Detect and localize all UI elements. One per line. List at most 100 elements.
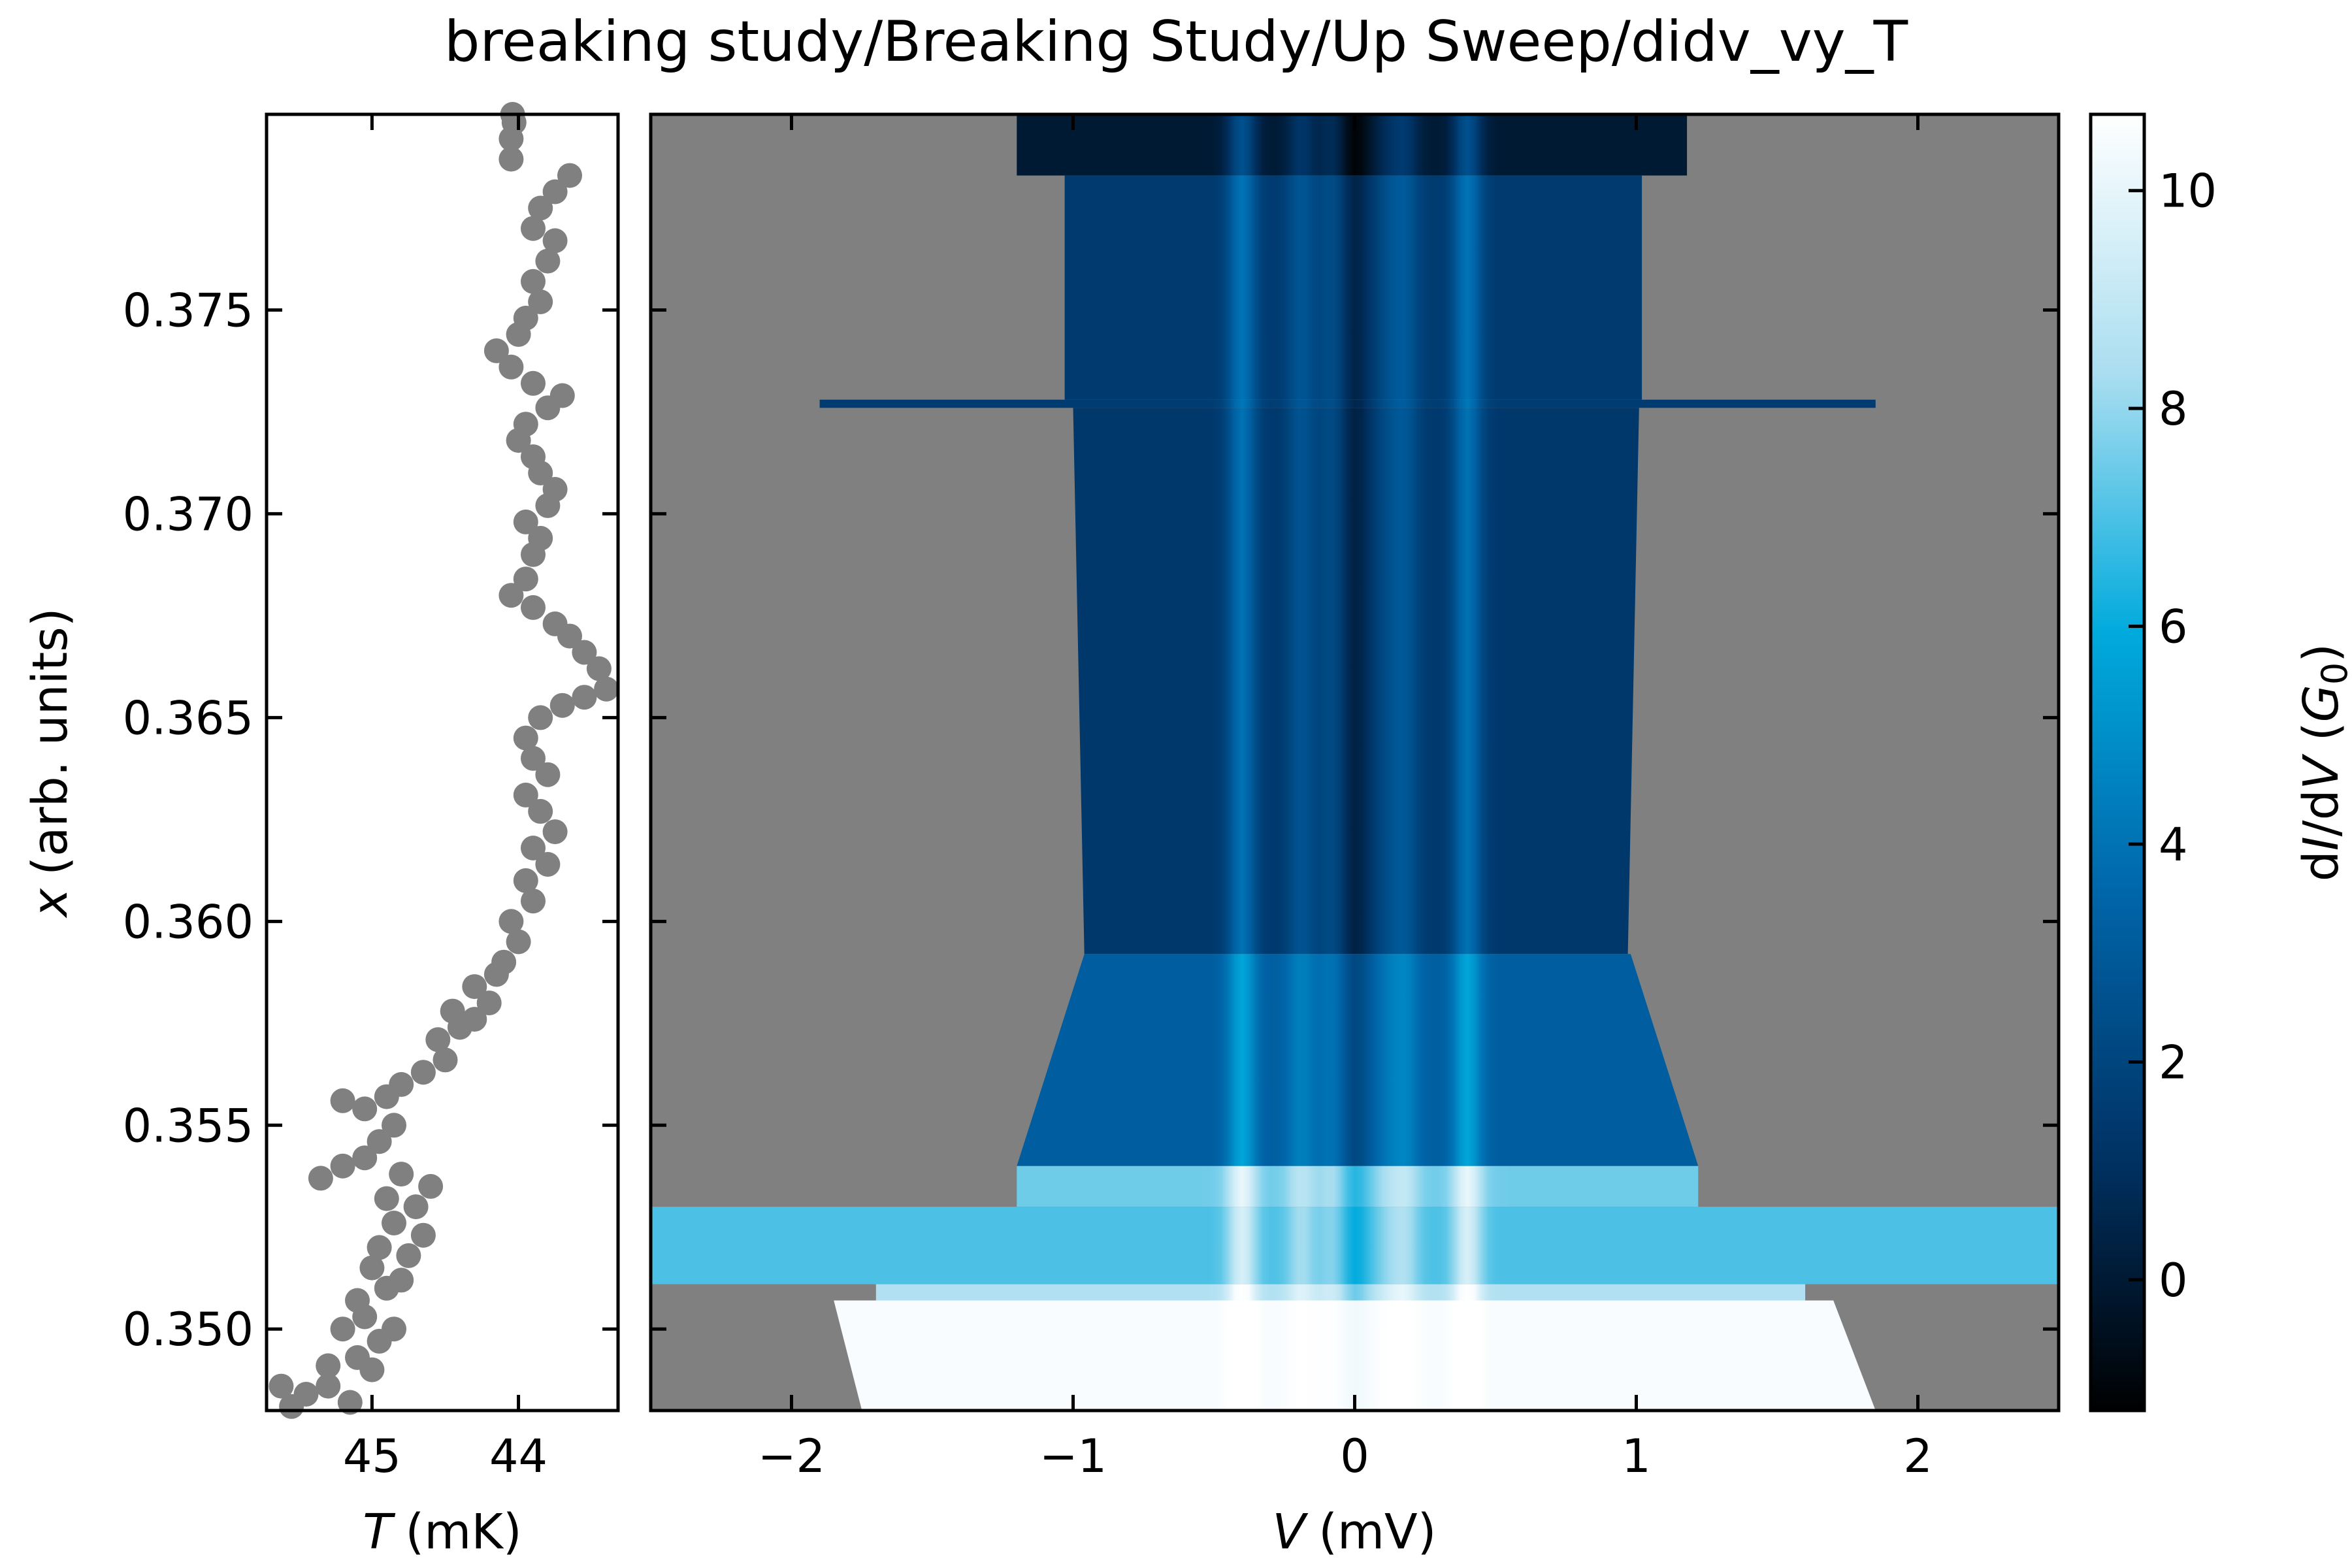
colorbar-ticks: 0 2 4 6 8 10 — [2129, 165, 2217, 1307]
temperature-point — [330, 1088, 355, 1113]
temperature-point — [367, 1129, 392, 1154]
temperature-point — [374, 1186, 399, 1211]
colorbar-gradient — [2091, 114, 2144, 1411]
temperature-panel: 45 44 0.350 0.355 0.360 0.365 0.370 0.375 T (mK… — [22, 102, 620, 1560]
temperature-point — [528, 195, 553, 221]
heatmap-bands — [651, 114, 2059, 1411]
colorbar-tick-label: 0 — [2159, 1254, 2188, 1307]
colorbar: 0 2 4 6 8 10 dI/dV (G0) — [2089, 112, 2352, 1413]
colorbar-tick-label: 10 — [2159, 165, 2217, 218]
temperature-point — [542, 477, 568, 502]
heatmap-band — [1017, 954, 1699, 1166]
temperature-point — [542, 179, 568, 204]
colorbar-tick-label: 8 — [2159, 382, 2188, 436]
temperature-point — [462, 1007, 487, 1032]
heatmap-x-tick-label: −2 — [758, 1429, 825, 1483]
heatmap-x-tick-label: 0 — [1340, 1429, 1369, 1483]
temperature-point — [549, 693, 575, 718]
left-x-tick-label: 44 — [489, 1429, 547, 1483]
temperature-point — [542, 611, 568, 636]
temperature-point — [528, 289, 553, 314]
temperature-point — [345, 1288, 370, 1313]
temperature-point — [367, 1235, 392, 1260]
heatmap-band — [1017, 1166, 1699, 1207]
temperature-point — [483, 338, 509, 363]
temperature-point — [528, 705, 553, 730]
left-x-axis-unit: (mK) — [405, 1504, 521, 1560]
y-tick-label: 0.360 — [123, 895, 253, 949]
page-title: breaking study/Breaking Study/Up Sweep/d… — [444, 9, 1908, 74]
temperature-point — [359, 1357, 385, 1382]
temperature-point — [337, 1390, 363, 1415]
temperature-point — [528, 525, 553, 551]
temperature-point — [535, 248, 561, 274]
temperature-point — [521, 889, 546, 914]
temperature-point — [491, 949, 517, 975]
temperature-point — [535, 762, 561, 787]
temperature-point — [521, 370, 546, 396]
heatmap-band — [1064, 175, 1642, 400]
heatmap-band — [819, 399, 1876, 408]
temperature-point — [557, 163, 582, 188]
temperature-point — [403, 1194, 429, 1220]
temperature-point — [521, 216, 546, 241]
left-x-ticks: 45 44 — [343, 114, 547, 1483]
temperature-point — [316, 1353, 341, 1379]
heatmap-band — [1017, 114, 1688, 176]
temperature-point — [513, 868, 538, 893]
temperature-point — [506, 929, 531, 955]
temperature-point — [476, 990, 502, 1016]
temperature-point — [521, 595, 546, 620]
temperature-point — [535, 852, 561, 877]
temperature-point — [521, 269, 546, 294]
temperature-point — [542, 819, 568, 845]
y-tick-label: 0.350 — [123, 1303, 253, 1356]
temperature-point — [528, 798, 553, 824]
temperature-point — [410, 1222, 436, 1248]
y-tick-label: 0.365 — [123, 691, 253, 745]
temperature-point — [498, 354, 524, 380]
temperature-point — [594, 676, 619, 702]
y-tick-label: 0.375 — [123, 284, 253, 337]
heatmap-band — [1073, 408, 1639, 955]
heatmap-band — [651, 1207, 2059, 1284]
heatmap-y-ticks — [651, 308, 2059, 1331]
temperature-point — [513, 412, 538, 437]
temperature-point — [269, 1373, 294, 1399]
temperature-point — [572, 640, 597, 665]
temperature-point — [352, 1096, 378, 1122]
temperature-point — [396, 1243, 421, 1268]
heatmap-x-tick-label: 1 — [1622, 1429, 1651, 1483]
colorbar-tick-label: 2 — [2159, 1036, 2188, 1089]
temperature-point — [542, 228, 568, 253]
left-y-ticks: 0.350 0.355 0.360 0.365 0.370 0.375 — [123, 284, 618, 1356]
temperature-point — [389, 1162, 414, 1187]
temperature-point — [410, 1060, 436, 1085]
temperature-point — [549, 383, 575, 408]
temperature-point — [308, 1166, 333, 1191]
temperature-point — [433, 1047, 458, 1073]
temperature-point — [572, 685, 597, 710]
temperature-point — [316, 1373, 341, 1399]
temperature-point — [586, 656, 612, 681]
temperature-point — [293, 1382, 319, 1407]
heatmap-band — [834, 1300, 1876, 1411]
temperature-point — [498, 909, 524, 934]
y-tick-label: 0.355 — [123, 1099, 253, 1152]
temperature-point — [382, 1211, 406, 1235]
temperature-point — [440, 998, 465, 1024]
colorbar-tick-label: 6 — [2159, 600, 2188, 654]
temperature-point — [498, 583, 524, 608]
temperature-point — [418, 1173, 444, 1199]
colorbar-frame — [2089, 112, 2146, 1413]
left-x-tick-label: 45 — [343, 1429, 401, 1483]
temperature-point — [513, 305, 538, 331]
heatmap-x-tick-label: −1 — [1039, 1429, 1107, 1483]
heatmap-x-axis-unit: (mV) — [1318, 1504, 1436, 1560]
temperature-point — [382, 1316, 406, 1342]
temperature-point — [425, 1027, 451, 1053]
temperature-point — [513, 566, 538, 592]
heatmap-band — [875, 1284, 1806, 1301]
colorbar-label: dI/dV (G0) — [2293, 644, 2352, 881]
